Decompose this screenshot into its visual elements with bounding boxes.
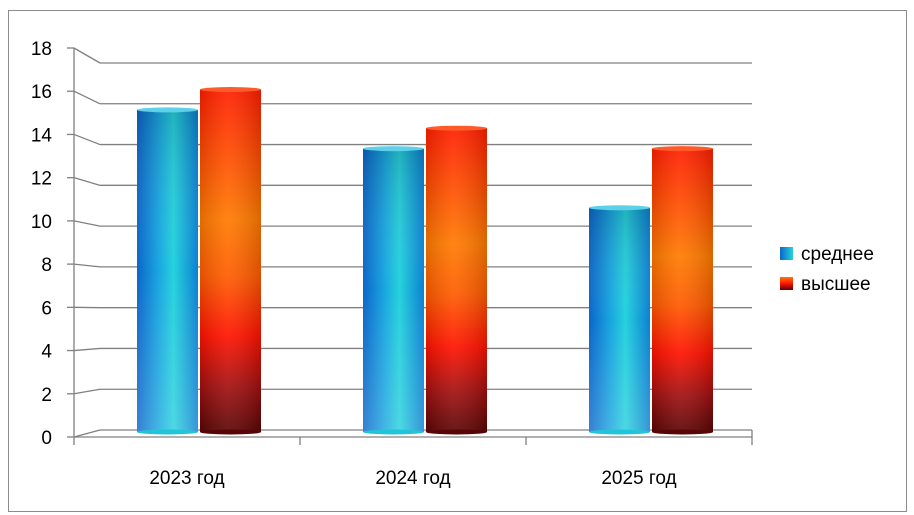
bar: [426, 125, 487, 435]
gridline-diagonal: [73, 90, 101, 105]
y-tick-label: 18: [31, 39, 52, 60]
gridline-diagonal: [73, 133, 101, 146]
bar: [589, 205, 650, 435]
legend-swatch: [780, 247, 793, 260]
legend-swatch: [780, 277, 793, 290]
gridline-diagonal: [73, 347, 101, 352]
x-tick-label: 2024 год: [375, 468, 450, 489]
y-tick-label: 0: [41, 428, 52, 449]
x-tick-label: 2025 год: [601, 468, 676, 489]
y-tick-label: 16: [31, 82, 52, 103]
y-tick-label: 4: [41, 342, 52, 363]
x-tick-label: 2023 год: [149, 468, 224, 489]
bar: [137, 107, 198, 435]
gridline-diagonal: [73, 220, 101, 227]
gridline-diagonal: [73, 47, 101, 64]
y-tick-label: 8: [41, 255, 52, 276]
y-tick-label: 14: [31, 125, 53, 146]
gridline-diagonal: [73, 263, 101, 268]
y-tick-label: 6: [41, 298, 52, 319]
gridline-diagonal: [73, 388, 101, 395]
bar: [200, 87, 261, 435]
bar: [363, 146, 424, 435]
bar: [652, 146, 713, 435]
y-tick-label: 10: [31, 212, 52, 233]
y-tick-label: 2: [41, 385, 52, 406]
bars: [137, 87, 713, 435]
legend-label: высшее: [801, 274, 871, 295]
tick-labels: 0 2 4 6 8 10 12 14 16 18 2023 год 2024 год 2025 год: [31, 39, 677, 489]
legend: среднее высшее: [780, 244, 874, 295]
axes: [67, 47, 753, 445]
legend-label: среднее: [801, 244, 874, 265]
gridline-diagonal: [73, 177, 101, 186]
gridline-diagonal: [73, 429, 101, 438]
y-tick-label: 12: [31, 169, 52, 190]
